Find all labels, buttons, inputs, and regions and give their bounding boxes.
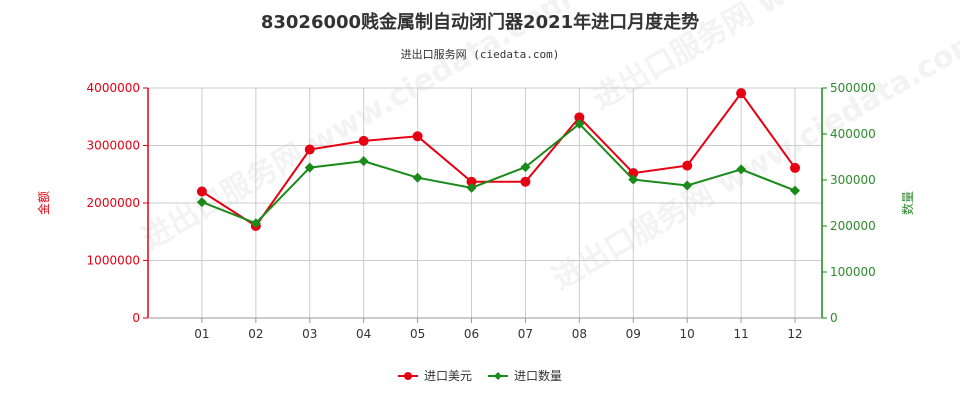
right-axis-label: 数量 xyxy=(900,191,915,215)
left-tick-label: 3000000 xyxy=(87,139,140,153)
series-line xyxy=(201,91,796,228)
data-point-amount[interactable] xyxy=(304,144,315,155)
right-tick-label: 0 xyxy=(830,311,838,325)
grid xyxy=(148,87,822,319)
data-point-quantity[interactable] xyxy=(520,162,531,173)
series-quantity xyxy=(196,118,801,229)
data-point-amount[interactable] xyxy=(466,176,477,187)
x-tick-label: 01 xyxy=(194,327,209,341)
watermark-text: 进出口服务网 www.ciedata.com xyxy=(547,22,960,297)
data-point-quantity[interactable] xyxy=(196,197,207,208)
data-point-quantity[interactable] xyxy=(736,164,747,175)
data-point-quantity[interactable] xyxy=(682,180,693,191)
right-tick-label: 200000 xyxy=(830,219,876,233)
data-point-amount[interactable] xyxy=(358,135,369,146)
data-point-quantity[interactable] xyxy=(250,218,261,229)
series-line xyxy=(201,122,796,225)
x-tick-label: 07 xyxy=(518,327,533,341)
legend-item-amount[interactable]: 进口美元 xyxy=(398,369,472,383)
data-point-quantity[interactable] xyxy=(574,118,585,129)
legend-label: 进口美元 xyxy=(424,369,472,383)
x-tick-label: 08 xyxy=(572,327,587,341)
legend-swatch-marker xyxy=(494,372,502,380)
data-point-quantity[interactable] xyxy=(790,185,801,196)
x-axis-ticks: 01 02 03 04 05 06 07 08 09 10 11 12 xyxy=(194,318,803,341)
legend-item-quantity[interactable]: 进口数量 xyxy=(488,368,562,383)
left-tick-label: 1000000 xyxy=(87,254,140,268)
x-tick-label: 02 xyxy=(248,327,263,341)
right-tick-label: 400000 xyxy=(830,127,876,141)
data-point-amount[interactable] xyxy=(682,160,693,171)
chart-subtitle: 进出口服务网 (ciedata.com) xyxy=(401,47,560,61)
data-point-quantity[interactable] xyxy=(304,162,315,173)
left-axis-label: 金额 xyxy=(36,191,51,215)
data-point-quantity[interactable] xyxy=(466,182,477,193)
watermark-text: 进出口服务网 www.ciedata.com xyxy=(137,0,578,257)
data-point-amount[interactable] xyxy=(520,176,531,187)
x-tick-label: 06 xyxy=(464,327,479,341)
data-point-amount[interactable] xyxy=(574,112,585,123)
left-tick-label: 2000000 xyxy=(87,196,140,210)
x-tick-label: 05 xyxy=(410,327,425,341)
data-point-quantity[interactable] xyxy=(628,174,639,185)
legend: 进口美元 进口数量 xyxy=(398,368,562,383)
left-tick-label: 0 xyxy=(132,311,140,325)
right-tick-label: 500000 xyxy=(830,81,876,95)
right-axis-ticks: 0 100000 200000 300000 400000 500000 xyxy=(822,81,876,325)
x-tick-label: 09 xyxy=(626,327,641,341)
data-point-amount[interactable] xyxy=(790,162,801,173)
left-tick-label: 4000000 xyxy=(87,81,140,95)
x-tick-label: 03 xyxy=(302,327,317,341)
chart-title: 83026000贱金属制自动闭门器2021年进口月度走势 xyxy=(261,11,699,33)
data-point-quantity[interactable] xyxy=(358,156,369,167)
x-tick-label: 10 xyxy=(680,327,695,341)
legend-label: 进口数量 xyxy=(514,368,562,383)
data-point-amount[interactable] xyxy=(736,88,747,99)
data-point-quantity[interactable] xyxy=(412,172,423,183)
right-tick-label: 100000 xyxy=(830,265,876,279)
data-point-amount[interactable] xyxy=(412,131,423,142)
data-point-amount[interactable] xyxy=(196,186,207,197)
x-tick-label: 04 xyxy=(356,327,371,341)
right-tick-label: 300000 xyxy=(830,173,876,187)
x-tick-label: 12 xyxy=(787,327,802,341)
left-axis-ticks: 0 1000000 2000000 3000000 4000000 xyxy=(87,81,148,325)
x-tick-label: 11 xyxy=(733,327,748,341)
series-layer xyxy=(196,88,801,231)
legend-swatch-marker xyxy=(404,372,412,380)
